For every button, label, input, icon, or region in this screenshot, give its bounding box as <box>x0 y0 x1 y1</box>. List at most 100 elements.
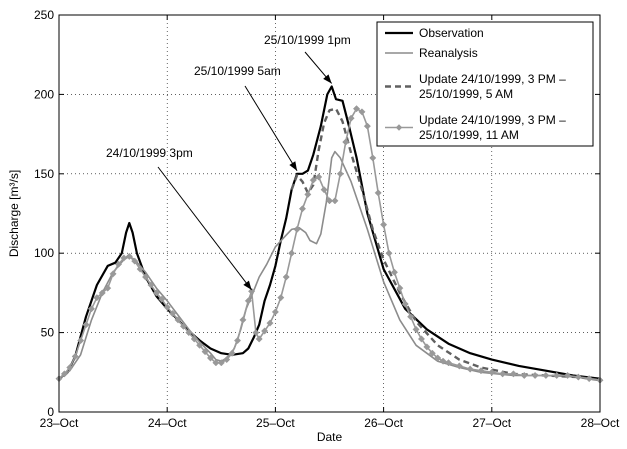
diamond-marker <box>131 257 139 265</box>
diamond-marker <box>109 270 117 278</box>
diamond-marker <box>185 329 193 337</box>
annotation-arrow-line <box>244 85 298 172</box>
arrow-head <box>243 280 252 290</box>
diamond-marker <box>401 300 409 308</box>
diamond-marker <box>82 321 90 329</box>
diamond-marker <box>553 371 561 380</box>
diamond-marker <box>369 154 377 162</box>
x-tick-label: 26–Oct <box>364 416 403 430</box>
diamond-marker <box>239 316 247 324</box>
diamond-marker <box>163 303 171 311</box>
plot-frame <box>58 14 601 413</box>
diamond-marker <box>196 341 204 349</box>
annotation-3: 25/10/1999 1pm <box>264 33 351 84</box>
diamond-marker <box>228 349 236 357</box>
legend-entry-3: Update 24/10/1999, 3 PM –25/10/1999, 5 A… <box>385 72 566 101</box>
diamond-marker <box>93 294 101 302</box>
diamond-marker <box>499 370 507 378</box>
legend: Observation Reanalysis Update 24/10/1999, … <box>376 21 594 147</box>
diamond-marker <box>585 375 593 383</box>
legend-entry-4: Update 24/10/1999, 3 PM –25/10/1999, 11 … <box>385 113 566 142</box>
diamond-marker <box>60 370 68 378</box>
annotation-text: 24/10/1999 3pm <box>106 146 193 160</box>
legend-label: Update 24/10/1999, 3 PM – <box>419 113 566 127</box>
diamond-marker <box>455 362 463 370</box>
series-1 <box>58 85 601 380</box>
diamond-marker <box>98 289 106 297</box>
diamond-marker <box>152 289 160 297</box>
diamond-marker <box>428 349 436 357</box>
axes <box>58 14 601 413</box>
diamond-marker <box>277 294 285 302</box>
legend-label: 25/10/1999, 11 AM <box>419 128 519 142</box>
diamond-marker <box>320 186 328 194</box>
series-4 <box>55 105 604 384</box>
diamond-marker <box>201 348 209 356</box>
legend-label: Observation <box>419 26 484 40</box>
diamond-marker <box>206 354 215 362</box>
diamond-marker <box>174 316 182 324</box>
diamond-marker <box>282 273 290 281</box>
diamond-marker <box>417 335 426 343</box>
diamond-marker <box>304 190 312 198</box>
x-tick-label: 28–Oct <box>581 416 620 430</box>
diamond-marker <box>352 105 361 113</box>
diamond-marker <box>255 335 263 343</box>
diamond-marker <box>563 371 572 380</box>
diamond-marker <box>509 370 517 378</box>
annotation-text: 25/10/1999 1pm <box>264 33 351 47</box>
diamond-marker <box>71 352 79 360</box>
legend-entry-2: Reanalysis <box>385 46 478 60</box>
diamond-marker <box>520 371 528 380</box>
x-tick-label: 25–Oct <box>256 416 295 430</box>
y-tick-label: 200 <box>34 87 54 101</box>
diamond-marker <box>342 138 350 146</box>
diamond-marker <box>66 363 74 372</box>
diamond-marker <box>374 189 382 197</box>
diamond-marker <box>120 254 128 262</box>
series-line <box>58 85 601 380</box>
diamond-marker <box>179 322 187 330</box>
diamond-marker <box>336 170 344 178</box>
diamond-marker <box>147 281 155 289</box>
diamond-marker <box>347 114 355 122</box>
diamond-marker <box>434 354 442 362</box>
diamond-marker <box>233 336 242 345</box>
y-tick-label: 100 <box>34 246 54 260</box>
diamond-marker <box>309 176 317 184</box>
diamond-marker <box>190 335 198 343</box>
legend-entry-1: Observation <box>385 26 484 40</box>
diamond-marker <box>244 297 252 305</box>
diamond-marker <box>412 325 420 333</box>
diamond-marker <box>77 336 85 345</box>
tick-labels: 23–Oct 24–Oct 25–Oct 26–Oct 27–Oct 28–Oct 0 50 1… <box>34 8 620 430</box>
diamond-marker <box>266 319 274 327</box>
diamond-marker <box>390 268 398 276</box>
diamond-marker <box>298 205 307 213</box>
diamond-marker <box>158 295 166 303</box>
diamond-marker <box>87 305 96 313</box>
diamond-marker <box>169 309 177 318</box>
diamond-marker <box>477 367 485 375</box>
diamond-marker <box>288 249 296 257</box>
diamond-marker <box>293 225 301 233</box>
diamond-marker <box>114 260 123 268</box>
diamond-marker <box>574 373 582 381</box>
series-3 <box>290 107 601 382</box>
diamond-marker <box>385 249 393 257</box>
annotation-1: 24/10/1999 3pm <box>106 146 252 291</box>
y-tick-label: 250 <box>34 8 54 22</box>
annotation-text: 25/10/1999 5am <box>194 64 281 78</box>
diamond-marker <box>363 122 371 130</box>
diamond-marker <box>396 284 404 292</box>
legend-label: Reanalysis <box>419 46 478 60</box>
y-axis-label: Discharge [m³/s] <box>7 170 21 257</box>
series-lines <box>55 85 604 384</box>
diamond-marker <box>315 173 323 181</box>
diamond-marker <box>466 365 474 373</box>
arrow-head <box>289 161 298 171</box>
diamond-marker <box>407 313 415 321</box>
legend-box <box>376 21 594 147</box>
diamond-marker <box>125 252 133 260</box>
